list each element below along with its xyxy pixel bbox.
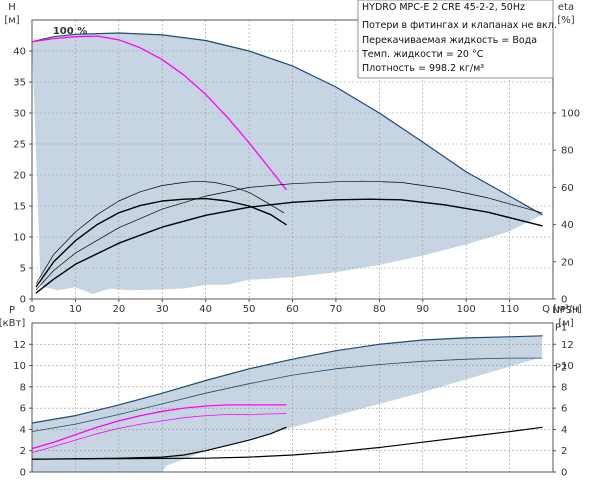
y-tick-label: 8 (20, 382, 26, 393)
y2-tick-label: 0 (561, 295, 567, 306)
series-head-thick-right (35, 198, 543, 294)
x-tick-label: 50 (243, 304, 256, 315)
info-box-frame (357, 0, 554, 79)
y2-axis-title: eta (558, 2, 574, 13)
y2-tick-label: 0 (561, 468, 567, 479)
power-npsh-plot: 0 2 4 6 8 10 12 0 2 4 6 8 10 12 P [кВт] NPSH [м]P1 P2 (0, 305, 580, 479)
info-line-4: Плотность = 998.2 кг/м³ (362, 63, 484, 74)
y-tick-label: 35 (13, 78, 26, 89)
y-tick-label: 20 (13, 171, 26, 182)
x-axis-unit: Q [м³/ч] (542, 304, 582, 315)
x-tick-label: 90 (416, 304, 429, 315)
series-head-single-pump-100 (32, 35, 287, 190)
y2-tick-label: 8 (561, 382, 567, 393)
y-tick-label: 0 (20, 468, 26, 479)
y2-tick-label: 6 (561, 404, 567, 415)
y2-axis-title: NPSH (552, 305, 579, 316)
y-tick-label: 40 (13, 47, 26, 58)
series-P2-single-pump (32, 413, 287, 454)
y2-tick-label: 80 (561, 146, 574, 157)
series-P2-envelope (32, 357, 543, 432)
series-P1-single-pump (32, 404, 287, 450)
info-line-3: Темп. жидкости = 20 °C (361, 49, 484, 60)
y-tick-label: 25 (13, 140, 26, 151)
series-head-thick-left (35, 197, 287, 288)
y2-tick-label: 100 (561, 109, 580, 120)
y2-tick-label: 4 (561, 425, 567, 436)
y-tick-label: 10 (13, 361, 26, 372)
x-tick-label: 60 (286, 304, 299, 315)
y2-tick-label: 12 (561, 340, 574, 351)
y-tick-label: 0 (20, 295, 26, 306)
series-NPSH-right (32, 426, 543, 460)
series-head-thin-left (35, 180, 285, 284)
x-tick-label: 10 (69, 304, 82, 315)
y-axis-title: P (9, 305, 15, 316)
operating-region (32, 335, 543, 472)
info-title: HYDRO MPC-E 2 CRE 45-2-2, 50Hz (362, 2, 525, 13)
x-tick-label: 70 (330, 304, 343, 315)
series-P1-envelope (32, 335, 543, 424)
x-tick-label: 80 (373, 304, 386, 315)
y-tick-label: 5 (20, 264, 26, 275)
annotation-label: 100 % (53, 26, 87, 37)
y-tick-label: 2 (20, 446, 26, 457)
y-tick-label: 15 (13, 202, 26, 213)
y2-axis-unit: [%] (557, 15, 574, 26)
x-tick-label: 0 (29, 304, 35, 315)
info-box: HYDRO MPC-E 2 CRE 45-2-2, 50Hz Потери в … (357, 0, 557, 79)
info-line-1: Потери в фитингах и клапанах не вкл. (362, 20, 557, 31)
y2-tick-label: 20 (561, 257, 574, 268)
head-plot: 0510152025303540020406080100H[м]eta[%]10… (4, 2, 582, 315)
y-axis-unit: [м] (4, 15, 19, 26)
x-tick-label: 100 (457, 304, 476, 315)
y2-axis-unit: [м] (558, 318, 573, 329)
series-head-thin-right (35, 180, 543, 291)
annotation-label: P2 (555, 363, 567, 374)
y-tick-label: 4 (20, 425, 26, 436)
y-axis-title: H (8, 2, 16, 13)
y2-tick-label: 40 (561, 220, 574, 231)
x-tick-label: 40 (199, 304, 212, 315)
x-tick-label: 110 (500, 304, 519, 315)
y-tick-label: 10 (13, 233, 26, 244)
series-head-envelope (32, 32, 543, 216)
x-tick-label: 30 (156, 304, 169, 315)
y-tick-label: 12 (13, 340, 26, 351)
y2-tick-label: 60 (561, 183, 574, 194)
y-tick-label: 30 (13, 109, 26, 120)
y-axis-unit: [кВт] (0, 318, 25, 329)
x-tick-label: 20 (112, 304, 125, 315)
y2-tick-label: 2 (561, 446, 567, 457)
y2-tick-label: 10 (561, 361, 574, 372)
info-line-2: Перекачиваемая жидкость = Вода (362, 35, 537, 46)
plot-frame (31, 322, 554, 473)
y-tick-label: 6 (20, 404, 26, 415)
annotation-label: P1 (555, 322, 567, 333)
